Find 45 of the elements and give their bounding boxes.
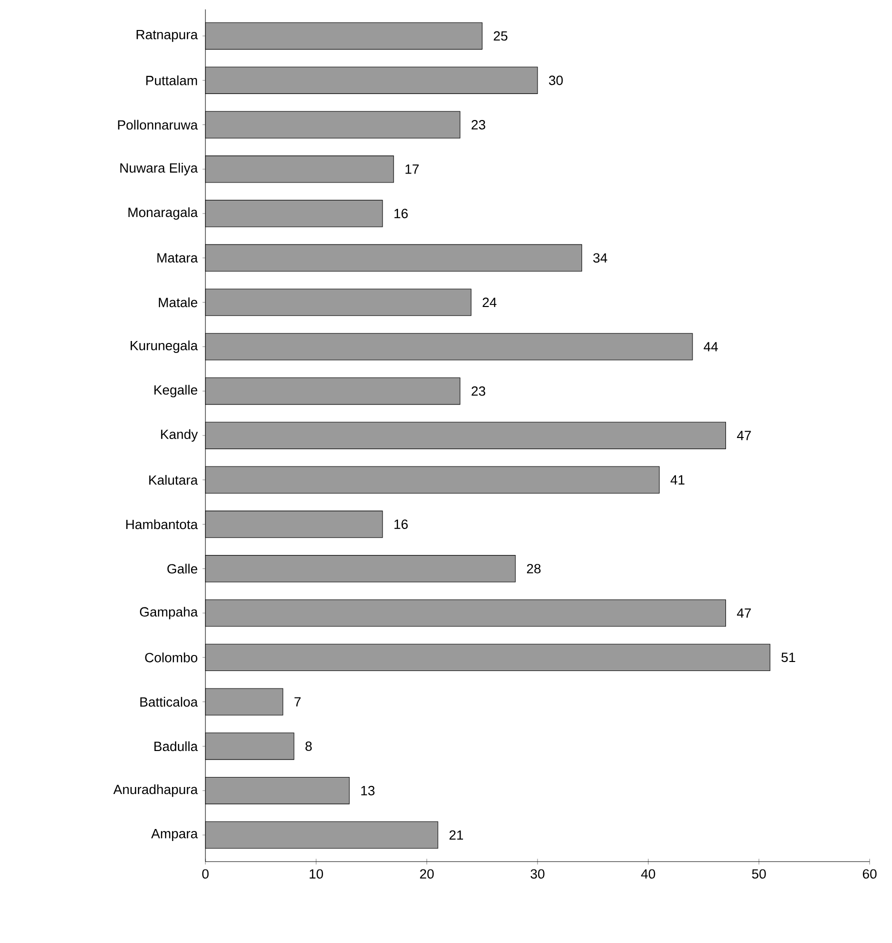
y-tick-label: Matale — [158, 297, 198, 308]
data-label: 23 — [471, 386, 486, 396]
data-label: 51 — [781, 652, 795, 662]
data-label: 13 — [361, 786, 374, 796]
data-label: 34 — [593, 253, 608, 263]
data-label: 7 — [294, 697, 300, 706]
x-tick-label: 20 — [420, 869, 434, 879]
y-tick-label: Monaragala — [128, 207, 198, 220]
y-tick-label: Colombo — [144, 652, 198, 662]
data-label: 30 — [548, 76, 563, 86]
y-tick-label: Ampara — [151, 829, 198, 841]
data-label: 47 — [736, 608, 751, 618]
data-label: 25 — [494, 31, 508, 41]
y-tick-label: Batticaloa — [140, 696, 198, 707]
data-label: 41 — [670, 475, 684, 484]
y-tick-label: Matara — [157, 253, 198, 263]
y-tick-label: Nuwara Eliya — [120, 162, 198, 176]
y-tick-label: Kandy — [160, 429, 198, 442]
y-tick-label: Hambantota — [126, 519, 198, 530]
data-label: 24 — [482, 298, 496, 307]
x-tick-label: 60 — [862, 869, 876, 879]
y-tick-label: Pollonnaruwa — [118, 120, 198, 130]
y-tick-label: Gampaha — [140, 606, 198, 620]
data-label: 16 — [394, 208, 408, 218]
y-tick-label: Galle — [167, 564, 198, 574]
data-label: 8 — [305, 742, 312, 751]
y-tick-label: Puttalam — [146, 75, 197, 86]
y-tick-label: Kalutara — [149, 474, 198, 485]
y-tick-label: Kurunegala — [130, 340, 198, 353]
y-tick-label: Badulla — [154, 741, 198, 752]
data-label: 16 — [394, 520, 408, 529]
x-tick-label: 50 — [752, 869, 766, 879]
x-tick-label: 10 — [310, 869, 323, 879]
x-tick-label: 40 — [640, 869, 655, 879]
data-label: 23 — [471, 120, 486, 130]
data-label: 17 — [405, 164, 419, 174]
data-label: 44 — [704, 342, 718, 352]
x-tick-label: 0 — [202, 869, 208, 879]
y-tick-label: Kegalle — [154, 384, 198, 398]
data-label: 28 — [526, 564, 540, 574]
data-label: 47 — [736, 430, 751, 440]
y-tick-label: Anuradhapura — [113, 784, 198, 797]
x-tick-label: 30 — [530, 869, 544, 879]
data-label: 21 — [449, 830, 463, 840]
y-tick-label: Ratnapura — [136, 30, 198, 42]
